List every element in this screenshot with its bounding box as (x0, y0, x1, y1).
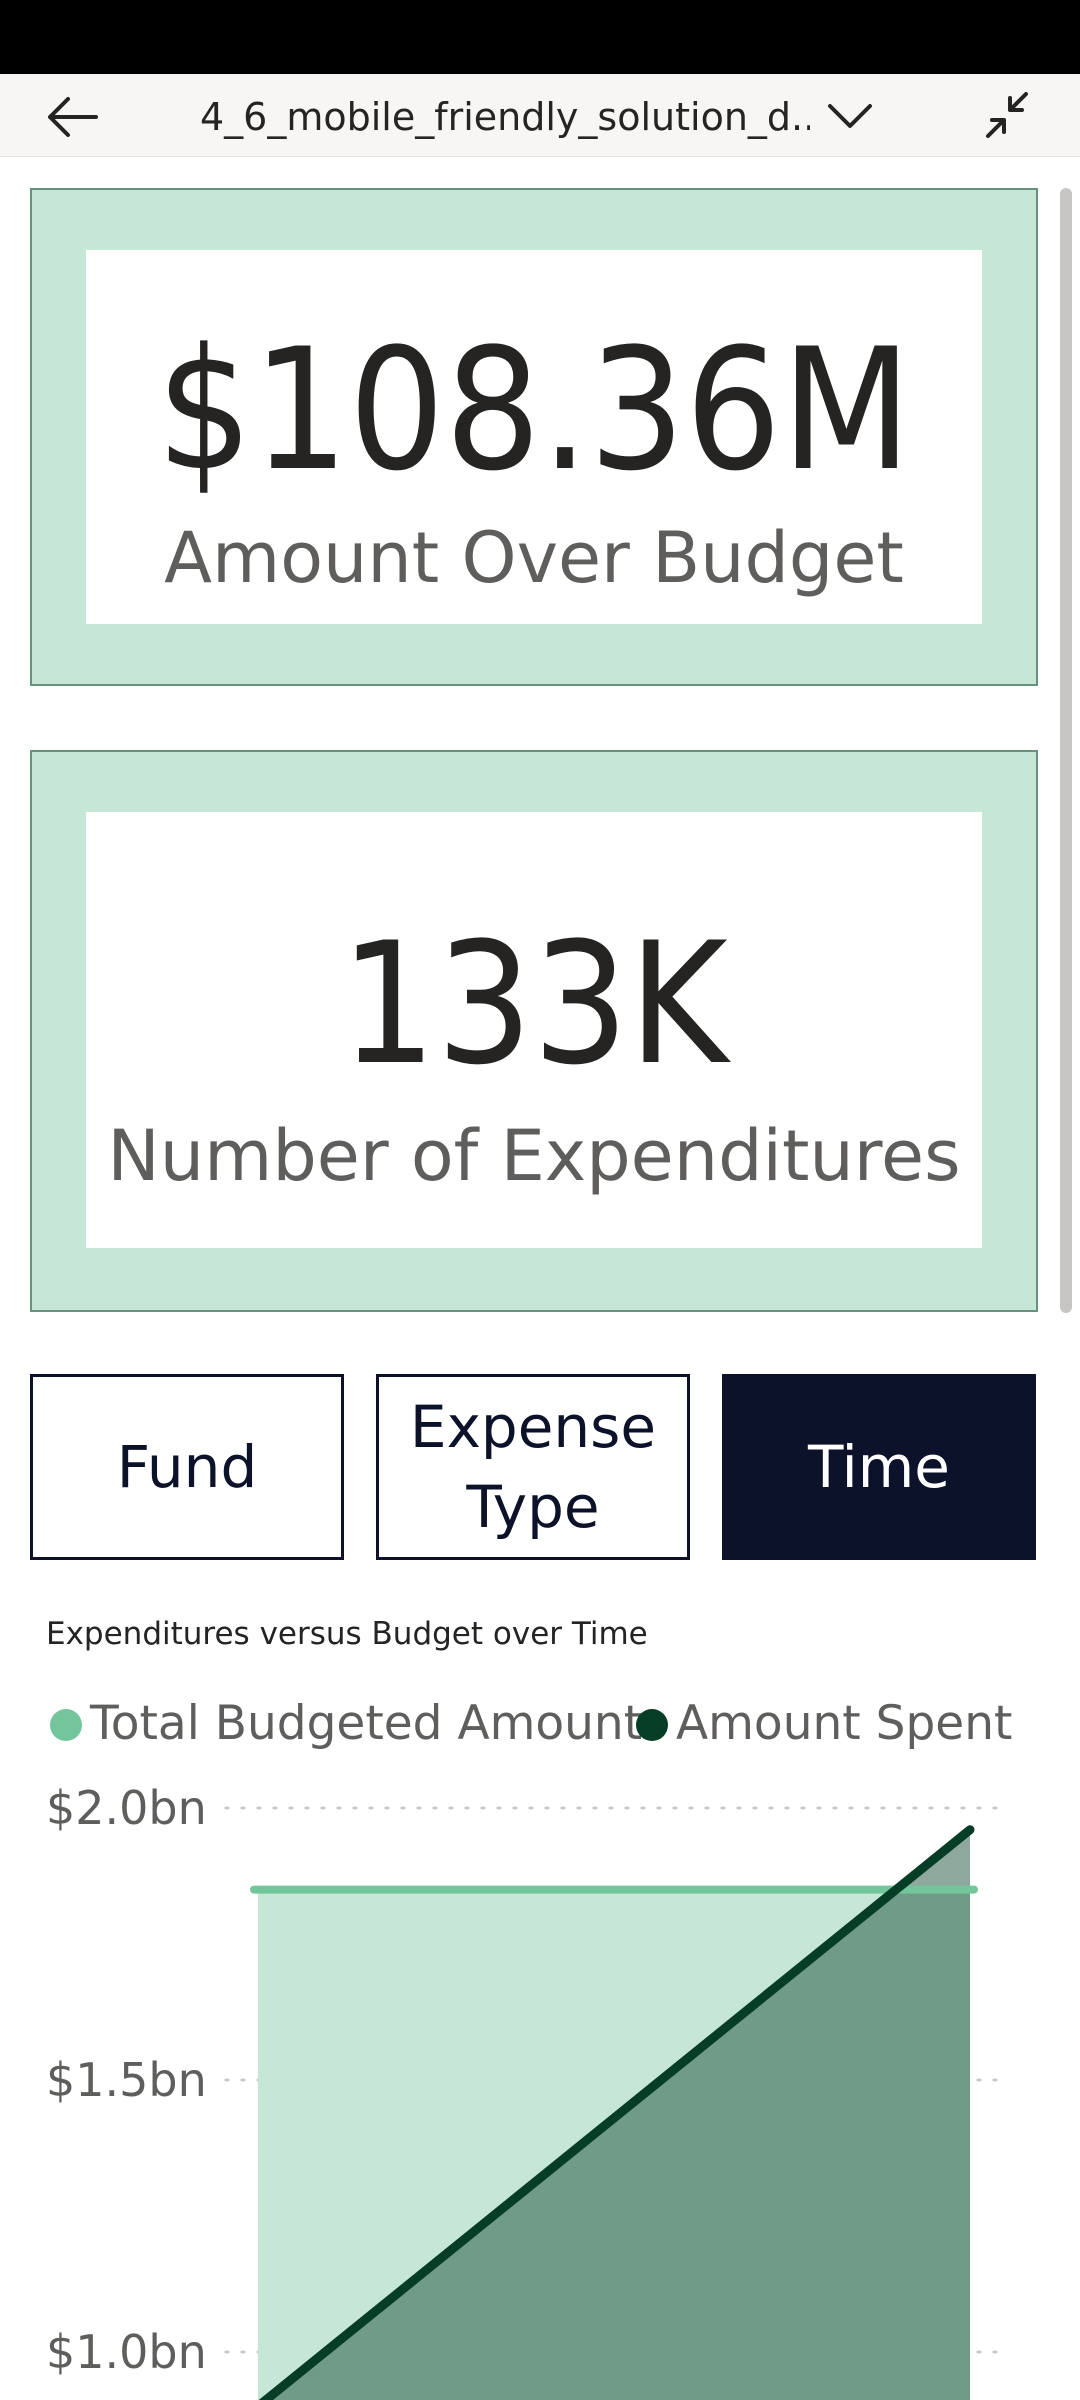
kpi-card-inner: 133K Number of Expenditures (86, 812, 982, 1248)
legend-dot-budget (50, 1709, 82, 1741)
y-tick-label: $1.5bn (46, 2053, 207, 2107)
kpi-card-inner: $108.36M Amount Over Budget (86, 250, 982, 624)
fund-button-label: Fund (116, 1433, 258, 1501)
report-dropdown-button[interactable] (826, 94, 874, 140)
budget-area (258, 1889, 970, 2400)
scrollbar[interactable] (1060, 188, 1072, 1313)
expense-type-button-label: Expense Type (409, 1393, 657, 1541)
kpi-value: 133K (340, 906, 728, 1102)
expense-type-button[interactable]: Expense Type (376, 1374, 690, 1560)
kpi-label: Number of Expenditures (107, 1115, 961, 1197)
time-button[interactable]: Time (722, 1374, 1036, 1560)
y-tick-label: $2.0bn (46, 1781, 207, 1835)
collapse-button[interactable] (982, 90, 1032, 140)
legend-label-budget[interactable]: Total Budgeted Amount (90, 1696, 643, 1751)
chevron-down-icon (828, 104, 872, 128)
fund-button[interactable]: Fund (30, 1374, 344, 1560)
status-bar (0, 0, 1080, 74)
area-chart[interactable]: $2.0bn $1.5bn $1.0bn (0, 1770, 1080, 2400)
y-tick-label: $1.0bn (46, 2325, 207, 2379)
kpi-label: Amount Over Budget (164, 517, 904, 599)
report-title[interactable]: 4_6_mobile_friendly_solution_d... (200, 95, 810, 139)
collapse-icon (986, 92, 1028, 138)
legend-dot-spent (636, 1709, 668, 1741)
kpi-card-number-of-expenditures: 133K Number of Expenditures (30, 750, 1038, 1312)
time-button-label: Time (808, 1433, 950, 1501)
app-header: 4_6_mobile_friendly_solution_d... (0, 74, 1080, 157)
kpi-value: $108.36M (156, 312, 912, 508)
kpi-card-amount-over-budget: $108.36M Amount Over Budget (30, 188, 1038, 686)
spent-line (258, 1825, 975, 2400)
chart-title: Expenditures versus Budget over Time (46, 1616, 648, 1652)
legend-label-spent[interactable]: Amount Spent (676, 1696, 1013, 1751)
back-button[interactable] (44, 92, 100, 142)
arrow-left-icon (48, 97, 98, 137)
